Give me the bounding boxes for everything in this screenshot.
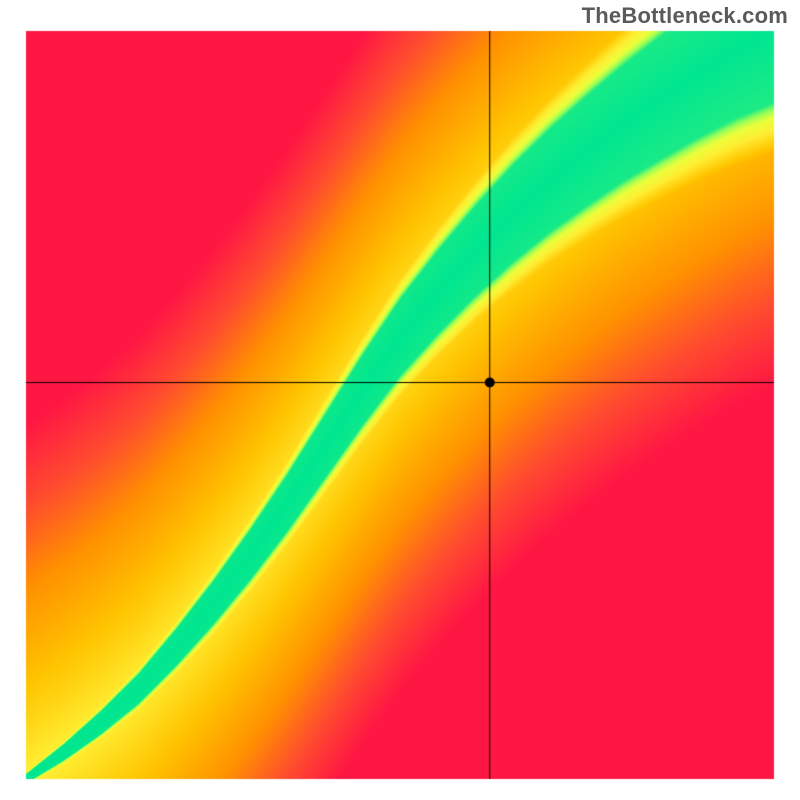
bottleneck-heatmap — [0, 0, 800, 800]
watermark-text: TheBottleneck.com — [582, 3, 788, 29]
chart-container: TheBottleneck.com — [0, 0, 800, 800]
